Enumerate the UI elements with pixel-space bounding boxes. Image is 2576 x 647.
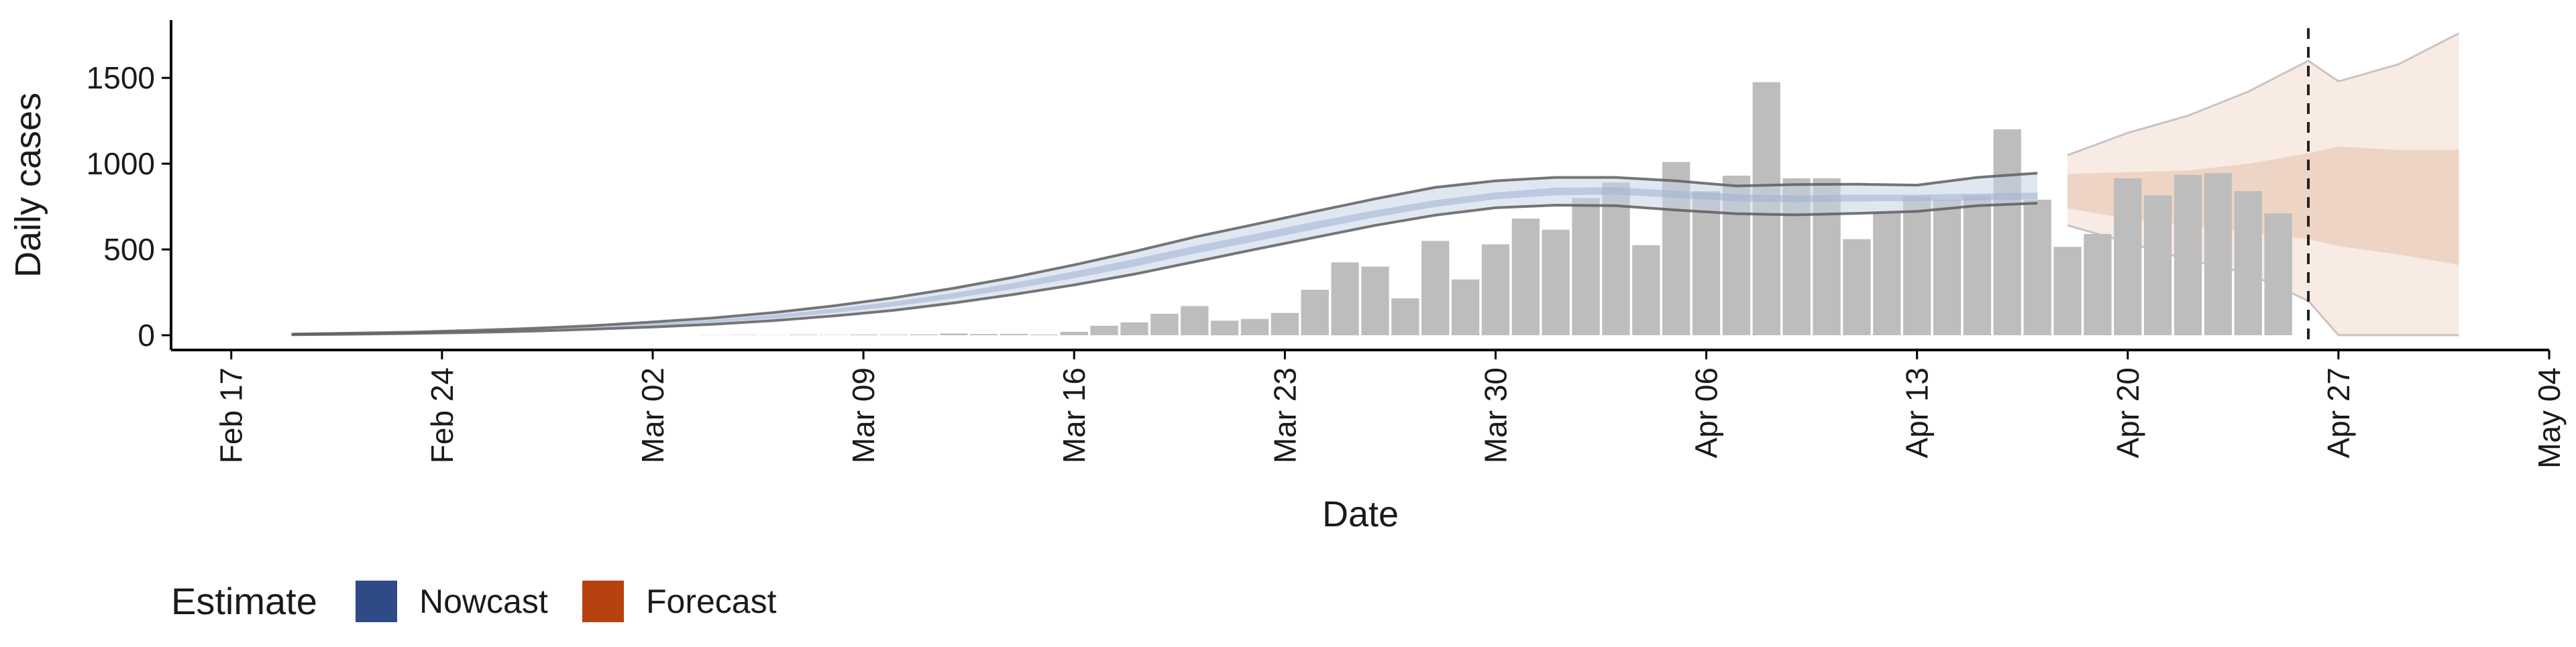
x-tick-label: Mar 16 [1057,367,1091,463]
x-tick-label: Mar 23 [1267,367,1302,463]
x-tick-label: Mar 02 [635,367,670,463]
case-bar [1542,230,1570,335]
plot-area [292,28,2459,341]
legend-swatch-forecast [582,581,624,622]
y-tick-label: 1000 [87,146,155,181]
x-tick-label: Apr 20 [2110,367,2145,459]
case-bar [1512,219,1540,335]
x-tick-label: Mar 09 [846,367,881,463]
case-bar [970,334,998,335]
case-bar [2174,175,2202,335]
case-bar [2235,191,2262,335]
case-bar [2114,178,2141,335]
case-bar [2144,196,2171,336]
y-tick-label: 1500 [87,60,155,95]
case-bar [940,333,967,335]
case-bar [1271,313,1299,335]
case-bar [1903,196,1931,335]
case-bar [1211,320,1238,335]
case-bar [1873,213,1900,335]
case-bar [820,335,847,336]
case-bar [1241,319,1269,335]
case-bar [1482,244,1509,335]
x-tick-label: Feb 17 [214,367,249,463]
case-bar [1361,267,1389,335]
case-bar [1331,262,1358,335]
case-bar [1843,239,1870,335]
case-bar [2084,234,2111,335]
legend-swatch-nowcast [356,581,397,622]
case-bar [1391,298,1419,335]
x-tick-label: Apr 13 [1900,367,1935,459]
case-bar [1994,129,2021,335]
legend-title: Estimate [171,580,317,622]
x-tick-label: Feb 24 [425,367,460,463]
case-bar [1000,334,1028,335]
legend-label-nowcast: Nowcast [419,583,548,620]
x-tick-label: Apr 27 [2321,367,2356,459]
x-tick-label: Apr 06 [1689,367,1724,459]
x-axis-title: Date [1322,494,1399,534]
case-bar [1301,290,1329,335]
x-tick-label: May 04 [2532,367,2567,469]
case-bar [1150,314,1178,335]
case-bar [1572,198,1599,335]
x-tick-label: Mar 30 [1478,367,1513,463]
case-bar [1632,245,1660,335]
case-bar [2265,213,2292,335]
legend-label-forecast: Forecast [646,583,777,620]
case-bar [1181,306,1208,336]
case-bar [1452,280,1479,335]
case-bar [1061,332,1088,335]
case-bar [1120,322,1148,335]
case-bar [1964,196,1991,336]
case-bar [2024,200,2051,335]
case-bar [1421,241,1449,335]
y-axis-title: Daily cases [8,93,48,278]
y-tick-label: 0 [138,318,155,353]
y-tick-label: 500 [103,232,155,267]
case-bar [1933,200,1961,335]
case-bar [2053,247,2081,335]
case-bar [1090,326,1118,335]
case-bar [2204,173,2232,335]
case-bar [729,335,757,336]
legend: Estimate Nowcast Forecast [171,580,777,622]
